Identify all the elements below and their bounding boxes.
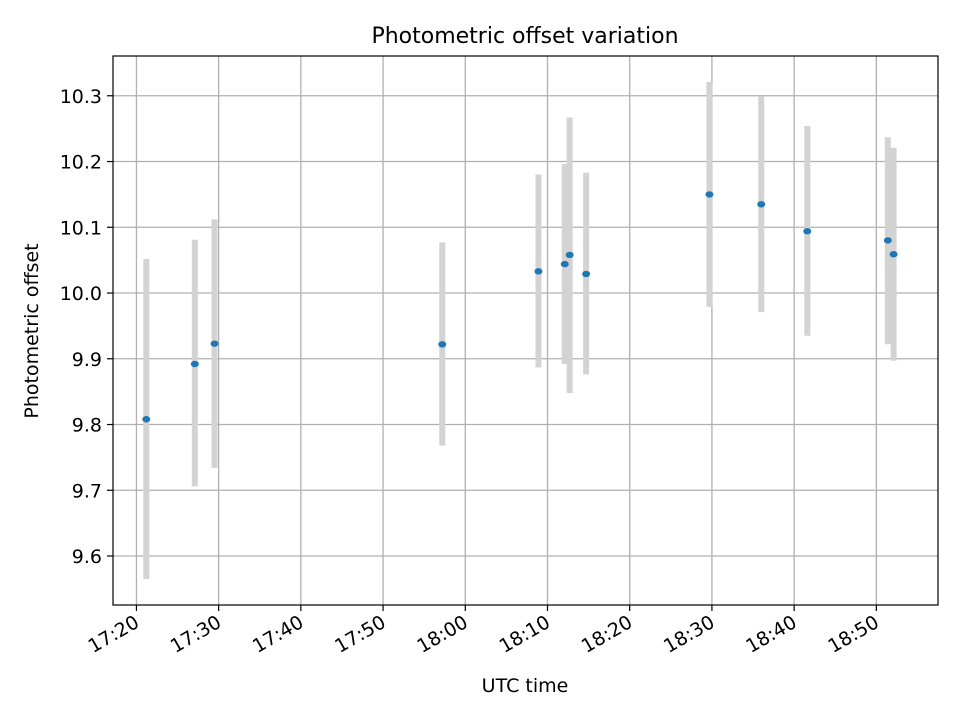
y-tick-label: 10.2 [60,152,102,174]
data-point [883,237,892,244]
y-axis-ticks: 9.6 9.7 9.8 9.9 10.0 10.1 10.2 10.3 [60,86,113,568]
data-point [534,268,543,275]
y-tick-label: 9.8 [72,415,102,437]
data-point [803,228,812,235]
data-markers [142,191,898,423]
y-axis-label: Photometric offset [21,243,43,418]
plot-frame [112,55,939,606]
y-tick-label: 10.1 [60,217,102,239]
data-point [438,341,447,348]
data-point [889,251,898,258]
data-point [705,191,714,198]
y-tick-label: 9.7 [72,480,102,502]
y-tick-label: 9.6 [72,546,102,568]
data-point [560,260,569,268]
data-point [210,340,219,347]
x-axis-label: UTC time [482,675,569,697]
chart-title: Photometric offset variation [371,24,678,49]
data-point [565,251,574,259]
y-tick-label: 10.3 [60,86,102,108]
data-point [190,360,199,368]
data-point [142,416,151,423]
data-point [582,270,591,278]
y-tick-label: 10.0 [60,283,102,305]
data-point [757,201,766,208]
y-tick-label: 9.9 [72,349,102,371]
